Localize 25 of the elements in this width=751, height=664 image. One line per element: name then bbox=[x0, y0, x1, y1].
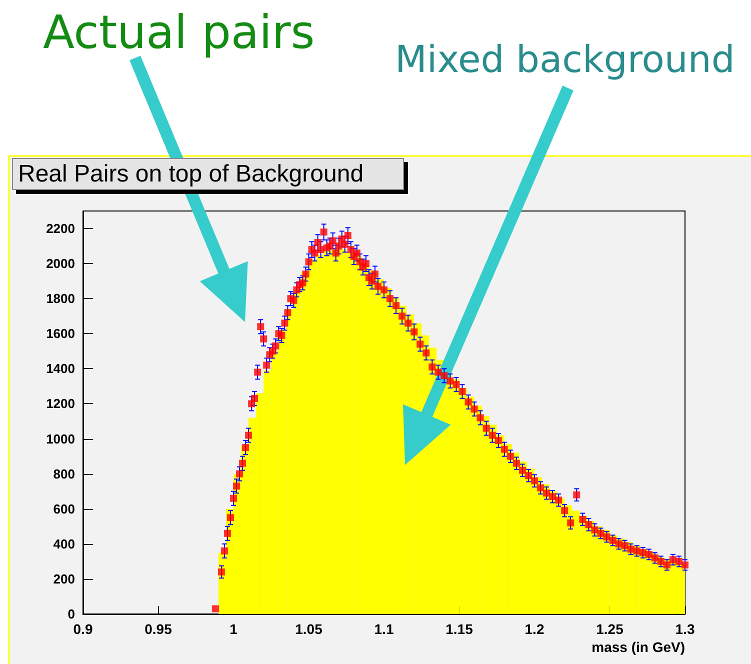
chart-title: Real Pairs on top of Background bbox=[18, 160, 364, 188]
x-tick-label: 1.1 bbox=[374, 621, 394, 637]
text: Actual pairs bbox=[43, 5, 315, 59]
y-tick-label: 1800 bbox=[46, 291, 75, 306]
x-axis-title: mass (in GeV) bbox=[592, 639, 685, 655]
x-tick-label: 1.25 bbox=[596, 621, 624, 637]
y-tick-label: 600 bbox=[53, 501, 75, 516]
y-tick-label: 800 bbox=[53, 466, 75, 482]
y-tick-label: 1600 bbox=[46, 326, 75, 342]
x-tick-label: 1.3 bbox=[675, 621, 695, 637]
y-tick-label: 400 bbox=[53, 536, 75, 552]
text: Mixed background bbox=[395, 38, 735, 81]
x-tick-label: 1.15 bbox=[446, 621, 474, 637]
y-tick-label: 2000 bbox=[46, 256, 75, 272]
y-tick-label: 0 bbox=[68, 606, 75, 622]
y-tick-label: 1000 bbox=[46, 431, 75, 446]
x-tick-label: 1.05 bbox=[295, 621, 323, 637]
x-tick-label: 1 bbox=[230, 621, 238, 637]
y-tick-label: 1400 bbox=[46, 361, 75, 376]
x-tick-label: 0.9 bbox=[73, 621, 93, 637]
x-tick-label: 1.2 bbox=[524, 621, 544, 637]
y-tick-label: 1200 bbox=[46, 396, 75, 412]
x-tick-label: 0.95 bbox=[144, 621, 172, 637]
y-tick-label: 200 bbox=[53, 571, 75, 586]
y-tick-label: 2200 bbox=[46, 221, 75, 236]
